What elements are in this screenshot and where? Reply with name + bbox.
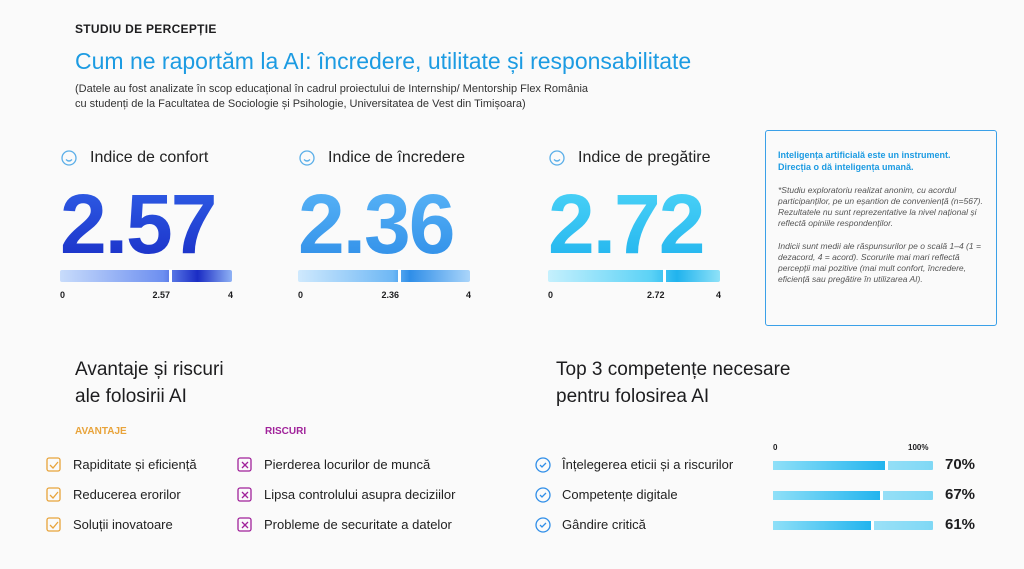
section-title: Avantaje și riscuri — [75, 359, 224, 380]
icon-svg — [46, 457, 61, 472]
icon-svg — [61, 150, 77, 166]
scale-label: 4 — [466, 290, 472, 300]
index-value: 2.72 — [548, 177, 705, 271]
title: Cum ne raportăm la AI: încredere, utilit… — [75, 48, 692, 74]
icon-svg — [237, 457, 252, 472]
index-value: 2.36 — [298, 177, 455, 271]
icon — [534, 456, 552, 474]
icon — [236, 456, 254, 474]
note-highlight: Inteligența artificială este un instrume… — [778, 150, 951, 160]
section-title: ale folosirii AI — [75, 386, 187, 407]
pro-item: Rapiditate și eficiență — [73, 457, 197, 472]
skill-value: 61% — [945, 516, 976, 533]
cons-title: RISCURI — [265, 426, 307, 437]
scale-label: 4 — [228, 290, 234, 300]
scale-label: 0 — [298, 290, 304, 300]
scale-label: 0 — [773, 443, 778, 452]
note-paragraph: Indicii sunt medii ale răspunsurilor pe … — [778, 241, 981, 284]
icon — [45, 486, 63, 504]
pro-item: Soluții inovatoare — [73, 517, 173, 532]
skill-label: Gândire critică — [562, 517, 646, 532]
value-label: 2.36 — [381, 290, 399, 300]
gauge-bar — [548, 269, 720, 283]
skill-value: 70% — [945, 456, 976, 473]
kicker: STUDIU DE PERCEPȚIE — [75, 22, 217, 36]
note-highlight: Direcția o dă inteligența umană. — [778, 162, 914, 172]
icon — [534, 486, 552, 504]
icon — [298, 149, 316, 167]
subtitle: cu studenți de la Facultatea de Sociolog… — [75, 98, 526, 110]
icon — [236, 516, 254, 534]
skill-label: Înțelegerea eticii și a riscurilor — [562, 457, 734, 472]
con-item: Probleme de securitate a datelor — [264, 517, 452, 532]
index-value: 2.57 — [60, 177, 217, 271]
pros-title: AVANTAJE — [75, 426, 127, 437]
skill-track — [773, 491, 933, 500]
index-label: Indice de confort — [90, 149, 209, 166]
skill-label: Competențe digitale — [562, 487, 678, 502]
section-title: pentru folosirea AI — [556, 386, 710, 407]
subtitle: (Datele au fost analizate în scop educaț… — [75, 83, 589, 95]
icon-svg — [237, 487, 252, 502]
con-item: Lipsa controlului asupra deciziilor — [264, 487, 456, 502]
skill-bar — [773, 461, 885, 470]
gauge-marker — [169, 269, 172, 283]
skill-track — [773, 461, 933, 470]
icon-svg — [535, 517, 551, 533]
index-label: Indice de încredere — [328, 149, 465, 166]
gauge-bar — [298, 269, 470, 283]
icon-svg — [535, 487, 551, 503]
con-item: Pierderea locurilor de muncă — [264, 457, 431, 472]
scale-label: 100% — [908, 443, 929, 452]
note: Inteligența artificială este un instrume… — [765, 130, 997, 326]
icon-svg — [46, 487, 61, 502]
gauge-marker — [663, 269, 667, 283]
icon-svg — [46, 517, 61, 532]
index-label: Indice de pregătire — [578, 149, 711, 166]
gauge-marker — [397, 269, 401, 283]
icon — [45, 516, 63, 534]
scale-label: 0 — [548, 290, 554, 300]
icon-svg — [299, 150, 315, 166]
section-title: Top 3 competențe necesare — [556, 359, 791, 380]
gauge-bar — [60, 269, 232, 283]
note-paragraph: *Studiu exploratoriu realizat anonim, cu… — [778, 185, 983, 228]
pro-item: Reducerea erorilor — [73, 487, 181, 502]
value-label: 2.72 — [646, 290, 665, 300]
icon — [60, 149, 78, 167]
skill-marker — [885, 461, 888, 470]
icon-svg — [549, 150, 565, 166]
skill-bar — [773, 521, 871, 530]
icon — [45, 456, 63, 474]
skill-bar — [773, 491, 881, 500]
icon-svg — [237, 517, 252, 532]
skill-value: 67% — [945, 486, 976, 503]
scale-label: 4 — [716, 290, 722, 300]
icon — [236, 486, 254, 504]
icon-svg — [535, 457, 551, 473]
icon — [534, 516, 552, 534]
skill-marker — [880, 491, 884, 500]
skill-track — [773, 521, 933, 530]
icon — [548, 149, 566, 167]
scale-label: 0 — [60, 290, 66, 300]
skill-marker — [870, 521, 874, 530]
value-label: 2.57 — [152, 290, 171, 300]
